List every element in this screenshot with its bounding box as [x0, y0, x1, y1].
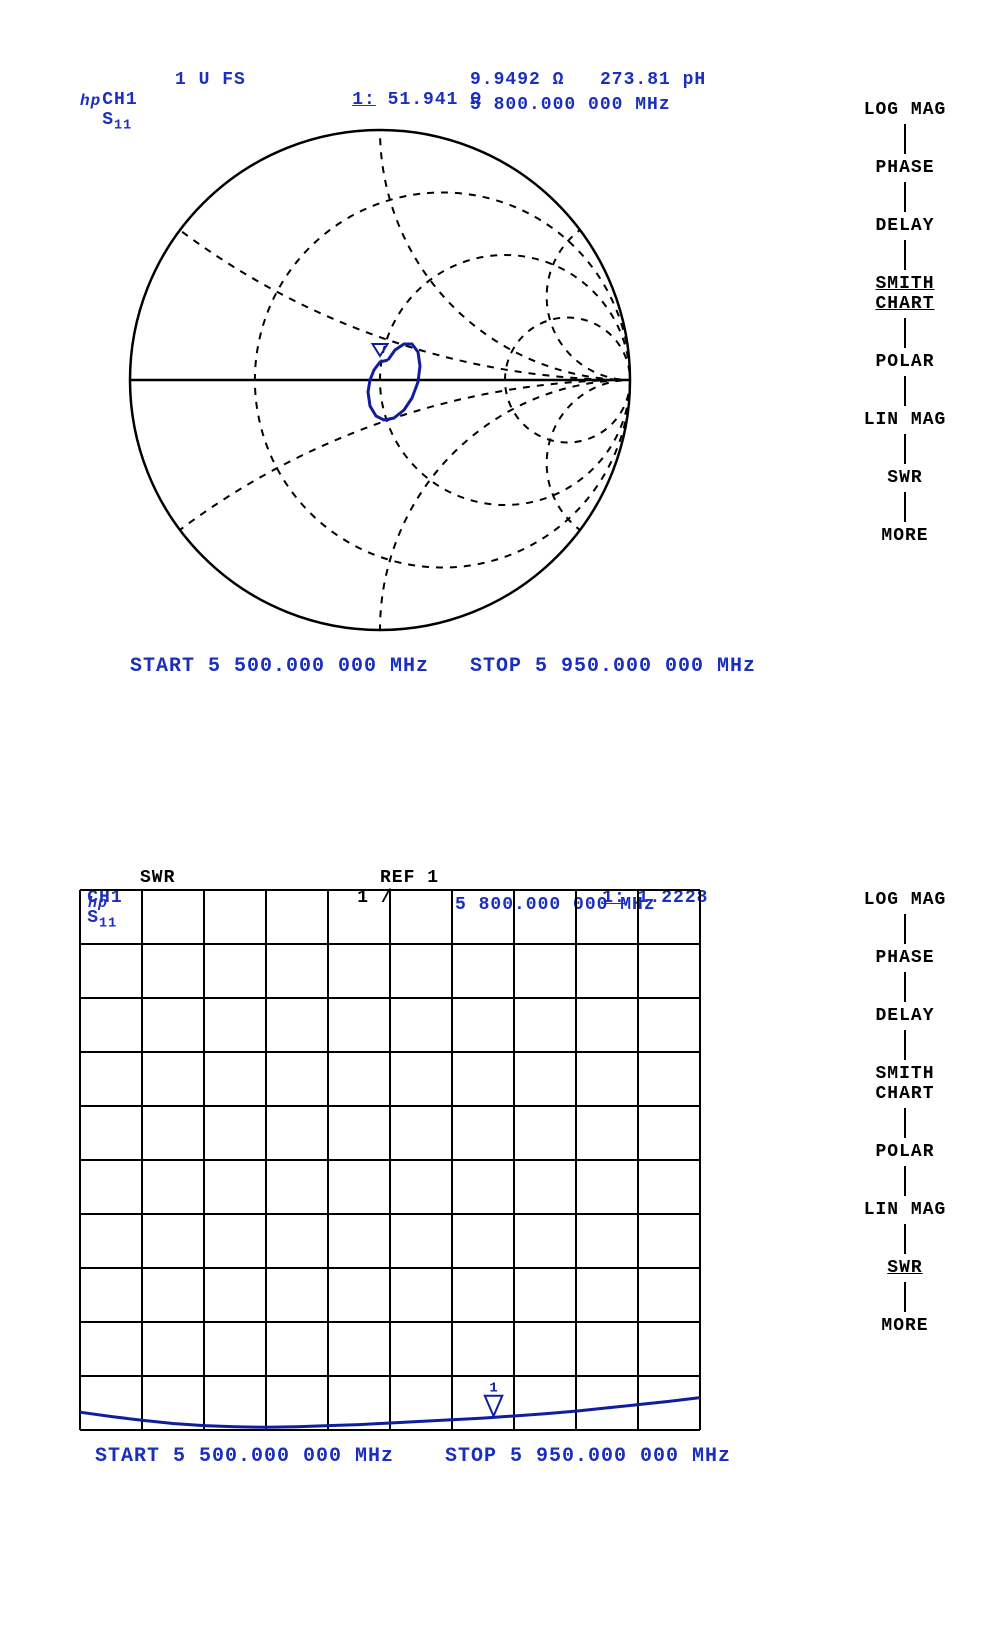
softkey-more[interactable]: MORE: [840, 526, 970, 546]
menu-separator: [904, 124, 906, 154]
menu-separator: [904, 376, 906, 406]
softkey-menu-2: LOG MAG PHASE DELAY SMITH CHART POLAR LIN MAG…: [840, 890, 970, 1336]
softkey-polar[interactable]: POLAR: [840, 1142, 970, 1162]
swr-chart: 1: [0, 850, 760, 1490]
menu-separator: [904, 492, 906, 522]
softkey-delay[interactable]: DELAY: [840, 216, 970, 236]
menu-separator: [904, 1166, 906, 1196]
stop-freq-2: STOP 5 950.000 000 MHz: [445, 1445, 731, 1468]
menu-separator: [904, 1030, 906, 1060]
menu-separator: [904, 318, 906, 348]
softkey-lin-mag[interactable]: LIN MAG: [840, 1200, 970, 1220]
softkey-log-mag[interactable]: LOG MAG: [840, 100, 970, 120]
menu-separator: [904, 434, 906, 464]
softkey-lin-mag[interactable]: LIN MAG: [840, 410, 970, 430]
softkey-smith-chart[interactable]: SMITH CHART: [840, 274, 970, 314]
svg-text:1: 1: [489, 1381, 497, 1397]
start-freq-2: START 5 500.000 000 MHz: [95, 1445, 394, 1468]
softkey-polar[interactable]: POLAR: [840, 352, 970, 372]
smith-panel: CH1 S11 1 U FS 1: 51.941 Ω 9.9492 Ω 273.…: [0, 0, 1000, 770]
menu-separator: [904, 240, 906, 270]
menu-separator: [904, 182, 906, 212]
softkey-more[interactable]: MORE: [840, 1316, 970, 1336]
softkey-delay[interactable]: DELAY: [840, 1006, 970, 1026]
softkey-phase[interactable]: PHASE: [840, 158, 970, 178]
menu-separator: [904, 914, 906, 944]
swr-panel: CH1 S11 SWR 1 / REF 1 1: 1.2228 hp 5 800…: [0, 850, 1000, 1610]
stop-freq: STOP 5 950.000 000 MHz: [470, 655, 756, 678]
softkey-swr[interactable]: SWR: [840, 468, 970, 488]
smith-chart: [0, 40, 760, 680]
menu-separator: [904, 1108, 906, 1138]
start-freq: START 5 500.000 000 MHz: [130, 655, 429, 678]
menu-separator: [904, 1224, 906, 1254]
softkey-menu: LOG MAG PHASE DELAY SMITH CHART POLAR LIN MAG…: [840, 100, 970, 546]
softkey-swr[interactable]: SWR: [840, 1258, 970, 1278]
softkey-log-mag[interactable]: LOG MAG: [840, 890, 970, 910]
softkey-smith-chart[interactable]: SMITH CHART: [840, 1064, 970, 1104]
menu-separator: [904, 1282, 906, 1312]
menu-separator: [904, 972, 906, 1002]
softkey-phase[interactable]: PHASE: [840, 948, 970, 968]
